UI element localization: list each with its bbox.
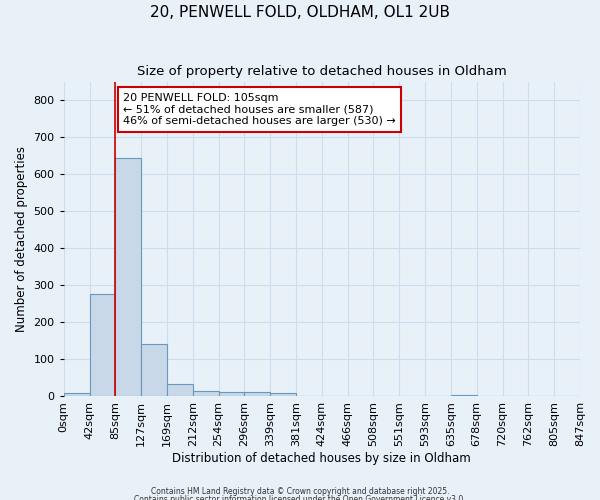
Bar xyxy=(193,391,218,396)
Bar xyxy=(218,392,244,396)
Text: 20, PENWELL FOLD, OLDHAM, OL1 2UB: 20, PENWELL FOLD, OLDHAM, OL1 2UB xyxy=(150,5,450,20)
Title: Size of property relative to detached houses in Oldham: Size of property relative to detached ho… xyxy=(137,65,507,78)
X-axis label: Distribution of detached houses by size in Oldham: Distribution of detached houses by size … xyxy=(172,452,471,465)
Bar xyxy=(115,158,141,396)
Bar xyxy=(89,294,115,397)
Bar xyxy=(141,344,167,397)
Y-axis label: Number of detached properties: Number of detached properties xyxy=(15,146,28,332)
Bar xyxy=(64,394,89,396)
Bar xyxy=(451,394,477,396)
Bar xyxy=(270,394,296,396)
Text: Contains public sector information licensed under the Open Government Licence v3: Contains public sector information licen… xyxy=(134,496,466,500)
Bar xyxy=(244,392,270,396)
Text: 20 PENWELL FOLD: 105sqm
← 51% of detached houses are smaller (587)
46% of semi-d: 20 PENWELL FOLD: 105sqm ← 51% of detache… xyxy=(123,93,396,126)
Text: Contains HM Land Registry data © Crown copyright and database right 2025.: Contains HM Land Registry data © Crown c… xyxy=(151,487,449,496)
Bar xyxy=(167,384,193,396)
